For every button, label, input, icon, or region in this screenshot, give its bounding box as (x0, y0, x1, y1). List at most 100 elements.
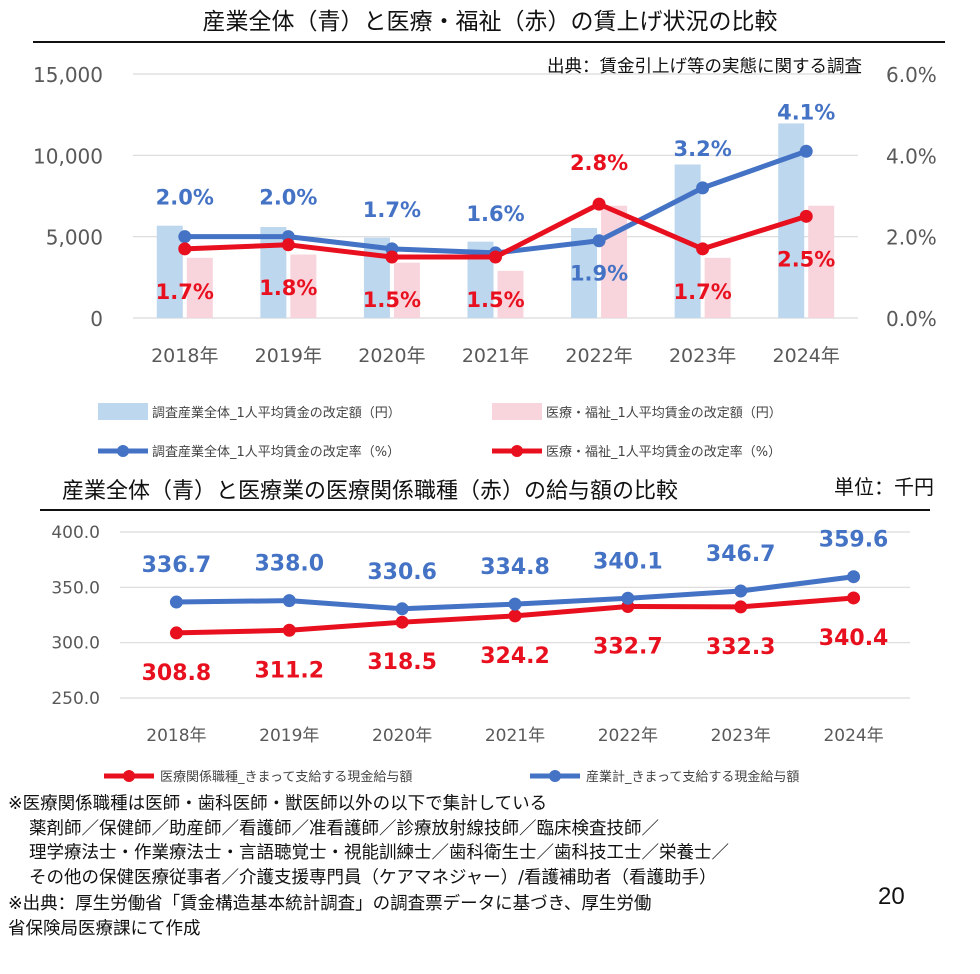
data-label-industry-salary: 330.6 (367, 560, 437, 585)
footnote-source: ※出典：厚生労働省「賃金構造基本統計調査」の調査票データに基づき、厚生労働 (8, 894, 652, 914)
chart1-lines (178, 144, 813, 264)
x-tick-label: 2020年 (358, 345, 425, 367)
chart1-right-axis: 6.0% 4.0% 2.0% 0.0% (886, 63, 937, 331)
point-medical-salary (847, 591, 861, 605)
x-tick-label: 2024年 (823, 726, 883, 746)
y-right-tick-label: 6.0% (886, 63, 937, 87)
data-label-medical-salary: 311.2 (254, 658, 324, 683)
footnote-line: 薬剤師／保健師／助産師／看護師／准看護師／診療放射線技師／臨床検査技師／ (29, 818, 659, 839)
data-label-medical-salary: 332.7 (593, 634, 663, 659)
point-medical-rate (281, 238, 295, 252)
point-industry-salary (734, 584, 748, 598)
x-tick-label: 2024年 (773, 345, 840, 367)
x-tick-label: 2023年 (669, 345, 736, 367)
data-label-industry-salary: 334.8 (480, 555, 550, 580)
data-label-medical-salary: 308.8 (142, 661, 212, 686)
point-medical-rate (799, 209, 813, 223)
x-tick-label: 2022年 (598, 726, 658, 746)
data-label-industry-rate: 2.0% (156, 186, 214, 210)
data-label-industry-rate: 2.0% (259, 186, 317, 210)
x-tick-label: 2018年 (151, 345, 218, 367)
legend-label-bar-industry: 調査産業全体_1人平均賃金の改定額（円） (152, 405, 401, 421)
point-medical-rate (385, 250, 399, 264)
legend-label-line-industry: 調査産業全体_1人平均賃金の改定率（%） (152, 444, 400, 460)
data-label-industry-rate: 3.2% (674, 137, 732, 161)
footnote-line: 理学療法士・作業療法士・言語聴覚士・視能訓練士／歯科衛生士／歯科技工士／栄養士／ (29, 843, 729, 863)
data-label-industry-salary: 346.7 (706, 542, 776, 567)
point-industry-salary (282, 594, 296, 608)
chart2-y-axis: 400.0 350.0 300.0 250.0 (51, 523, 100, 709)
legend-label-medical-salary: 医療関係職種_きまって支給する現金給与額 (160, 769, 412, 785)
bar-industry (156, 225, 183, 318)
data-label-medical-salary: 340.4 (819, 626, 889, 651)
chart2-unit: 単位：千円 (834, 475, 934, 499)
y-tick-label: 250.0 (51, 689, 100, 709)
x-tick-label: 2021年 (485, 726, 545, 746)
chart2: 産業全体（青）と医療業の医療関係職種（赤）の給与額の比較 単位：千円 400.0… (40, 475, 934, 785)
x-tick-label: 2020年 (372, 726, 432, 746)
legend-marker-industry-salary (549, 770, 561, 782)
chart1: 産業全体（青）と医療・福祉（赤）の賃上げ状況の比較 出典：賃金引上げ等の実態に関… (33, 9, 945, 460)
point-medical-salary (734, 600, 748, 614)
x-tick-label: 2019年 (259, 726, 319, 746)
bar-medical (704, 257, 731, 318)
chart2-x-axis: 2018年 2019年 2020年 2021年 2022年 2023年 2024年 (146, 726, 883, 746)
data-label-medical-rate: 1.8% (259, 276, 317, 300)
chart2-data-labels: 336.7 338.0 330.6 334.8 340.1 346.7 359.6 308.8… (142, 528, 889, 686)
point-industry-rate (696, 181, 710, 195)
y-left-tick-label: 15,000 (33, 63, 103, 87)
footnote-line: その他の保健医療従事者／介護支援専門員（ケアマネジャー）/看護補助者（看護助手） (29, 867, 717, 888)
chart2-lines (169, 570, 861, 640)
point-medical-salary (282, 623, 296, 637)
chart1-legend: 調査産業全体_1人平均賃金の改定額（円） 医療・福祉_1人平均賃金の改定額（円）… (98, 403, 782, 460)
data-label-industry-rate: 1.6% (466, 202, 524, 226)
data-label-medical-rate: 2.8% (570, 151, 628, 175)
bar-medical (186, 257, 213, 318)
chart1-gridlines (133, 73, 858, 319)
chart2-title: 産業全体（青）と医療業の医療関係職種（赤）の給与額の比較 (62, 479, 678, 504)
page-number: 20 (878, 883, 905, 910)
y-right-tick-label: 0.0% (886, 307, 937, 331)
bar-medical (808, 205, 835, 318)
point-medical-rate (178, 242, 192, 256)
y-tick-label: 300.0 (51, 634, 100, 654)
point-industry-salary (847, 570, 861, 584)
data-label-medical-rate: 1.7% (674, 280, 732, 304)
x-tick-label: 2022年 (565, 345, 632, 367)
data-label-medical-salary: 324.2 (480, 644, 550, 669)
point-industry-rate (799, 144, 813, 158)
y-left-tick-label: 10,000 (33, 144, 103, 168)
chart1-x-axis: 2018年 2019年 2020年 2021年 2022年 2023年 2024年 (151, 345, 840, 367)
footnote-source-cont: 省保険局医療課にて作成 (8, 918, 201, 939)
x-tick-label: 2018年 (146, 726, 206, 746)
point-industry-salary (508, 597, 522, 611)
bar-industry (260, 227, 287, 318)
chart1-source: 出典：賃金引上げ等の実態に関する調査 (547, 57, 862, 77)
footnotes: ※医療関係職種は医師・歯科医師・獣医師以外の以下で集計している 薬剤師／保健師／… (8, 792, 973, 941)
y-right-tick-label: 2.0% (886, 226, 937, 250)
chart1-left-axis: 15,000 10,000 5,000 0 (33, 63, 103, 331)
data-label-medical-rate: 2.5% (777, 247, 835, 271)
legend-label-bar-medical: 医療・福祉_1人平均賃金の改定額（円） (546, 405, 782, 421)
data-label-medical-rate: 1.5% (363, 288, 421, 312)
point-medical-rate (696, 242, 710, 256)
legend-label-industry-salary: 産業計_きまって支給する現金給与額 (586, 769, 799, 785)
point-industry-rate (178, 230, 192, 244)
y-tick-label: 350.0 (51, 578, 100, 598)
point-industry-salary (395, 602, 409, 616)
y-right-tick-label: 4.0% (886, 144, 937, 168)
point-medical-rate (489, 250, 502, 264)
legend-marker-line-medical (511, 445, 523, 457)
data-label-industry-salary: 336.7 (142, 553, 212, 578)
data-label-medical-salary: 332.3 (706, 635, 776, 660)
legend-marker-line-industry (117, 445, 129, 457)
data-label-medical-rate: 1.7% (156, 280, 214, 304)
point-industry-salary (169, 595, 183, 609)
y-left-tick-label: 5,000 (46, 226, 103, 250)
bar-medical (290, 254, 317, 318)
legend-marker-medical-salary (123, 770, 135, 782)
y-tick-label: 400.0 (51, 523, 100, 543)
data-label-medical-rate: 1.5% (466, 288, 524, 312)
chart1-data-labels: 2.0% 2.0% 1.7% 1.6% 1.9% 3.2% 4.1% 1.7% 1.8% 1.5%… (156, 100, 836, 312)
